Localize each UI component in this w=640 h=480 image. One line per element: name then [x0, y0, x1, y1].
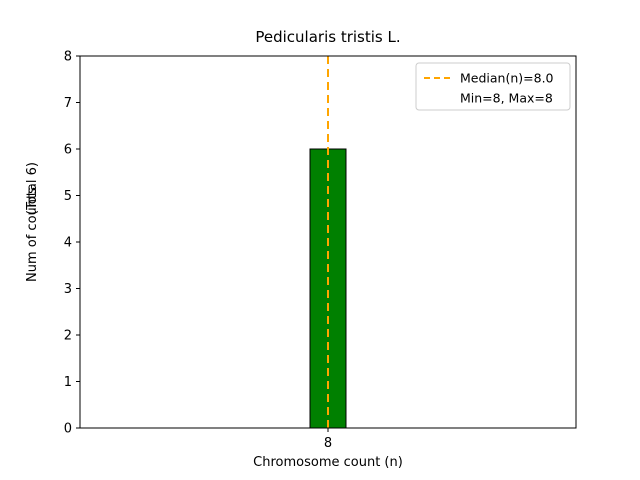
y-tick-label: 1 [64, 375, 72, 390]
y-tick-label: 8 [64, 50, 72, 65]
legend-box [415, 62, 571, 111]
y-tick-label: 4 [64, 236, 72, 251]
x-tick-label: 8 [324, 436, 332, 451]
legend-entry-label: Median(n)=8.0 [460, 71, 554, 86]
y-tick-label: 2 [64, 329, 72, 344]
y-axis-total-annotation: (Total 6) [25, 162, 40, 215]
y-tick-label: 6 [64, 143, 72, 158]
y-tick-label: 0 [64, 422, 72, 437]
y-tick-label: 7 [64, 96, 72, 111]
axes-frame [79, 55, 577, 429]
chart-title: Pedicularis tristis L. [255, 28, 400, 46]
y-tick-label: 5 [64, 189, 72, 204]
legend-entry-label: Min=8, Max=8 [460, 91, 553, 106]
x-axis-label: Chromosome count (n) [253, 455, 403, 470]
y-axis-label: Num of counts [25, 187, 40, 282]
y-tick-label: 3 [64, 282, 72, 297]
